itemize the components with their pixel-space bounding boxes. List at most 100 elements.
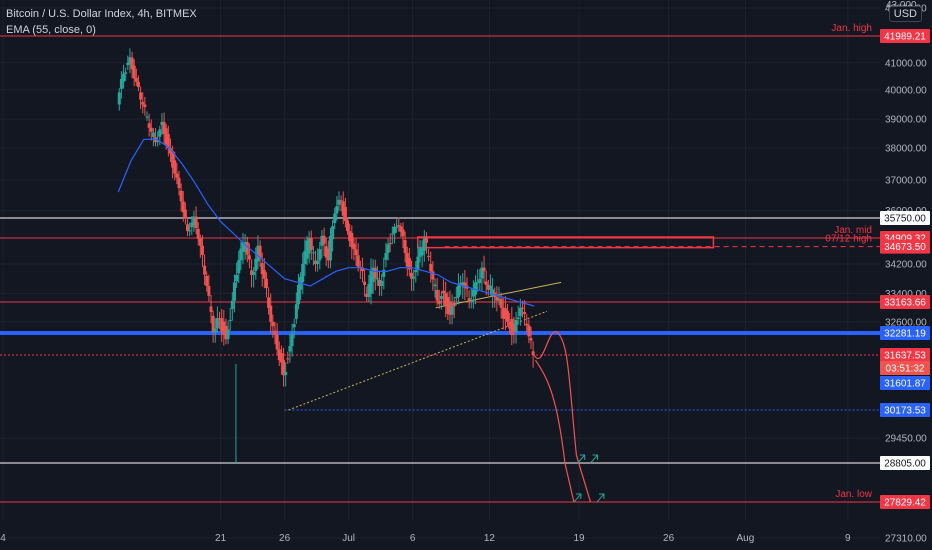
- price-tick-label: 37000.00: [885, 176, 927, 187]
- candle-body: [467, 298, 471, 301]
- candle-body: [390, 233, 394, 235]
- candle-body: [439, 296, 443, 300]
- candle-body: [508, 321, 512, 329]
- ema-indicator-label[interactable]: EMA (55, close, 0): [6, 24, 96, 36]
- candle-body: [350, 232, 354, 248]
- candle-body: [384, 253, 388, 260]
- price-tick-label: 29450.00: [885, 434, 927, 445]
- candle-body: [213, 328, 217, 333]
- candle-body: [254, 258, 258, 271]
- candle-body: [130, 57, 134, 70]
- candle-body: [486, 284, 490, 290]
- candle-body: [527, 325, 531, 337]
- candle-body: [164, 128, 168, 145]
- price-axis[interactable]: 43000.0041000.0040000.0039000.0038000.00…: [880, 4, 930, 545]
- candle-body: [160, 121, 164, 126]
- forecast-curve: [533, 331, 592, 503]
- candle-body: [209, 306, 213, 312]
- candle-body: [416, 256, 420, 270]
- candle-body: [292, 324, 296, 328]
- candle-body: [414, 270, 418, 273]
- time-tick-label: 4: [0, 533, 6, 544]
- candle-body: [476, 281, 480, 283]
- candle-body: [418, 248, 422, 257]
- chart-legend: Bitcoin / U.S. Dollar Index, 4h, BITMEX …: [6, 6, 197, 38]
- currency-badge[interactable]: USD: [888, 6, 922, 22]
- price-tick-label: 38000.00: [885, 144, 927, 155]
- candle-body: [531, 351, 535, 356]
- candle-body: [134, 77, 138, 82]
- candle-body: [422, 238, 426, 251]
- candlestick-series: [117, 48, 535, 463]
- candle-body: [371, 267, 375, 282]
- time-tick-label: 26: [663, 533, 675, 544]
- candle-body: [126, 62, 130, 66]
- candle-body: [427, 255, 431, 257]
- candle-body: [429, 263, 433, 272]
- candle-body: [459, 282, 463, 287]
- candle-body: [403, 240, 407, 254]
- candle-body: [151, 132, 155, 137]
- candle-body: [220, 318, 224, 332]
- candle-body: [196, 228, 200, 239]
- candle-body: [407, 257, 411, 270]
- candle-body: [320, 235, 324, 246]
- candle-body: [294, 304, 298, 319]
- candle-body: [360, 267, 364, 272]
- time-tick-label: Aug: [737, 533, 755, 544]
- candle-body: [499, 298, 503, 308]
- level-price-label-bg: [880, 295, 930, 309]
- level-price-label-bg: [880, 211, 930, 225]
- ema-value-label: 31601.87: [884, 379, 926, 390]
- time-tick-label: 12: [484, 533, 496, 544]
- chart-grid: [0, 0, 880, 539]
- level-price-label: 34673.50: [884, 242, 926, 253]
- level-price-label-bg: [880, 326, 930, 340]
- candle-body: [354, 249, 358, 256]
- candle-body: [328, 235, 332, 261]
- candle-body: [405, 253, 409, 267]
- candle-body: [190, 222, 194, 228]
- candle-body: [478, 279, 482, 284]
- candle-body: [516, 317, 520, 319]
- level-price-label: 32281.19: [884, 329, 926, 340]
- candle-body: [412, 276, 416, 279]
- candle-body: [373, 267, 377, 279]
- candle-body: [230, 300, 234, 310]
- candle-body: [147, 123, 151, 128]
- countdown-label-bg: [880, 361, 930, 375]
- candle-body: [410, 272, 414, 279]
- candle-body: [331, 226, 335, 240]
- candle-body: [205, 275, 209, 287]
- candle-body: [337, 199, 341, 205]
- candle-body: [348, 231, 352, 241]
- candle-body: [471, 289, 475, 297]
- candle-body: [484, 281, 488, 285]
- level-price-label: 34909.32: [884, 234, 926, 245]
- price-tick-label: 32600.00: [885, 317, 927, 328]
- symbol-title[interactable]: Bitcoin / U.S. Dollar Index, 4h, BITMEX: [6, 8, 197, 20]
- time-axis[interactable]: 42126Jul6121926Aug916: [0, 533, 932, 544]
- candle-body: [207, 286, 211, 296]
- price-tick-label: 33400.00: [885, 289, 927, 300]
- level-note: 07/12 high: [825, 234, 872, 245]
- candle-body: [290, 333, 294, 347]
- candle-body: [437, 300, 441, 304]
- candle-body: [260, 263, 264, 275]
- candle-body: [194, 216, 198, 228]
- candle-body: [401, 229, 405, 237]
- candle-body: [168, 148, 172, 154]
- candle-body: [523, 312, 527, 315]
- candle-body: [520, 307, 524, 309]
- candle-body: [311, 252, 315, 254]
- candle-body: [162, 121, 166, 135]
- forecast-arrow-up: [573, 493, 582, 503]
- candle-body: [269, 305, 273, 322]
- level-price-label: 33163.66: [884, 298, 926, 309]
- candle-body: [173, 160, 177, 174]
- candle-body: [188, 230, 192, 232]
- candle-body: [177, 177, 181, 189]
- candle-body: [128, 57, 132, 65]
